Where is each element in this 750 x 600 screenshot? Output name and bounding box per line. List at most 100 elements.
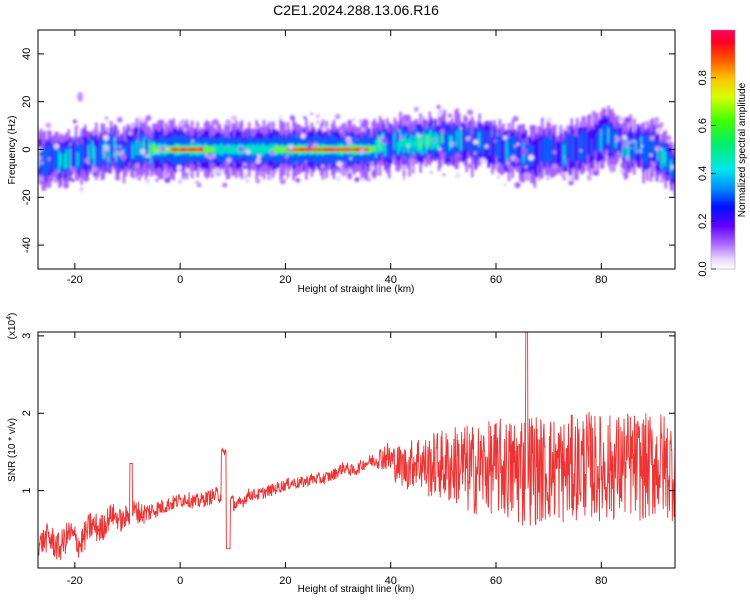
heatmap-cell: [253, 145, 257, 154]
heatmap-speckle: [274, 170, 278, 174]
heatmap-cell: [157, 146, 161, 153]
heatmap-cell: [345, 147, 349, 152]
heatmap-cell: [192, 147, 196, 152]
heatmap-speckle: [513, 144, 517, 148]
heatmap-cell: [203, 145, 207, 154]
heatmap-cell: [257, 143, 260, 156]
heatmap-speckle: [350, 164, 357, 170]
heatmap-cell: [550, 138, 553, 168]
heatmap-speckle: [130, 122, 136, 129]
heatmap-cell: [60, 153, 63, 167]
heatmap-cell: [305, 147, 308, 152]
heatmap-cell: [308, 147, 312, 152]
heatmap-cell: [111, 135, 115, 161]
heatmap-speckle: [535, 177, 541, 182]
heatmap-cell: [647, 134, 651, 158]
heatmap-cell: [596, 134, 599, 154]
heatmap-cell: [483, 125, 487, 160]
colorbar: 0.0 0.2 0.4 0.6 0.8 Normalized spectral ampl…: [697, 29, 748, 277]
heatmap-speckle: [117, 150, 124, 157]
heatmap-cell: [649, 137, 653, 165]
heatmap-cell: [454, 123, 457, 155]
snr-y-label: SNR (10 * v/v): [7, 418, 18, 482]
heatmap-cell: [634, 140, 638, 154]
heatmap-speckle: [222, 182, 228, 188]
colorbar-tick-label: 0.4: [697, 166, 709, 181]
heatmap-speckle: [128, 131, 132, 135]
heatmap-cell: [80, 145, 83, 169]
heatmap-speckle: [646, 124, 650, 128]
heatmap-speckle: [72, 119, 77, 124]
heatmap-speckle: [649, 153, 653, 157]
heatmap-cell: [513, 136, 516, 162]
x-tick-label: 80: [595, 274, 607, 286]
heatmap-cell: [91, 141, 94, 159]
heatmap-ridge: [38, 91, 675, 197]
heatmap-cell: [216, 145, 220, 154]
heatmap-cell: [209, 147, 212, 152]
heatmap-speckle: [594, 170, 600, 176]
heatmap-speckle: [554, 163, 558, 166]
heatmap-speckle: [155, 150, 159, 154]
heatmap-cell: [533, 138, 537, 175]
heatmap-cell: [400, 134, 404, 148]
heatmap-speckle: [621, 140, 629, 148]
heatmap-speckle: [286, 176, 289, 180]
heatmap-speckle: [69, 166, 77, 173]
heatmap-speckle: [417, 133, 422, 138]
heatmap-cell: [307, 147, 310, 152]
heatmap-cell: [419, 138, 422, 149]
heatmap-cell: [319, 148, 323, 151]
heatmap-speckle: [436, 111, 443, 118]
heatmap-cell: [190, 147, 194, 152]
heatmap-cell: [642, 143, 645, 162]
heatmap-cell: [63, 154, 67, 169]
heatmap-cell: [198, 147, 201, 152]
heatmap-cell: [576, 137, 579, 161]
snr-frame: [37, 331, 676, 569]
colorbar-tick-label: 0.0: [697, 261, 709, 276]
heatmap-speckle: [430, 171, 433, 174]
heatmap-speckle: [354, 177, 360, 183]
heatmap-speckle: [198, 129, 205, 135]
heatmap-cell: [461, 122, 465, 163]
heatmap-speckle: [371, 161, 375, 165]
heatmap-cell: [367, 148, 371, 151]
heatmap-cell: [218, 145, 222, 154]
heatmap-cell: [314, 147, 317, 152]
heatmap-cell: [627, 141, 631, 161]
heatmap-cell: [380, 133, 384, 152]
heatmap-cell: [391, 132, 395, 154]
heatmap-speckle: [243, 162, 247, 166]
heatmap-cell: [128, 133, 131, 163]
heatmap-speckle: [464, 120, 469, 125]
heatmap-speckle: [104, 127, 110, 133]
heatmap-cell: [273, 146, 277, 153]
heatmap-speckle: [570, 176, 575, 182]
heatmap-cell: [498, 134, 502, 159]
heatmap-cell: [587, 131, 590, 155]
heatmap-speckle: [465, 135, 471, 142]
x-tick-label: 20: [279, 274, 291, 286]
heatmap-speckle: [304, 160, 307, 163]
heatmap-speckle: [313, 142, 318, 147]
heatmap-speckle: [658, 122, 664, 128]
heatmap-speckle: [105, 120, 109, 124]
colorbar-tick-label: 0.6: [697, 118, 709, 133]
heatmap-speckle: [204, 153, 209, 158]
heatmap-cell: [485, 131, 489, 150]
heatmap-speckle: [521, 138, 526, 143]
heatmap-cell: [450, 135, 454, 149]
heatmap-cell: [84, 129, 87, 171]
heatmap-speckle: [666, 135, 672, 141]
heatmap-cell: [246, 144, 249, 155]
snr-x-axis: -20 0 20 40 60 80: [67, 332, 607, 587]
heatmap-speckle: [556, 166, 563, 173]
heatmap-speckle: [356, 138, 359, 141]
heatmap-cell: [412, 140, 415, 155]
heatmap-cell: [224, 145, 227, 154]
colorbar-ticks: 0.0 0.2 0.4 0.6 0.8: [697, 70, 716, 277]
chart-title: C2E1.2024.288.13.06.R16: [273, 2, 439, 18]
heatmap-cell: [139, 141, 142, 156]
heatmap-cell: [185, 148, 188, 151]
